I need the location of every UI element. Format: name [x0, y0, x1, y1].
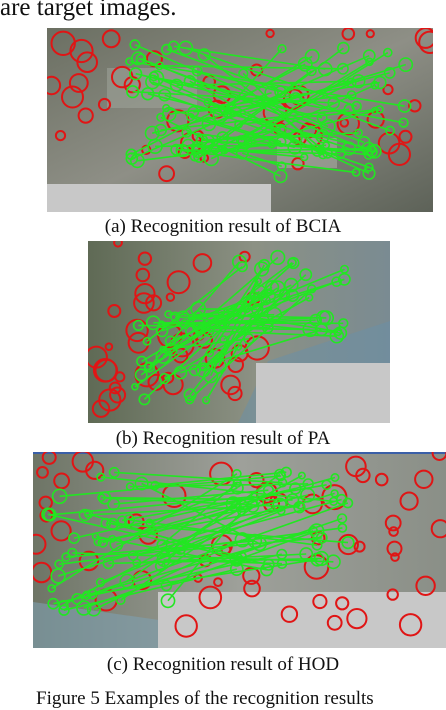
placeholder-area [158, 592, 446, 648]
placeholder-area [256, 363, 390, 423]
placeholder-area [47, 184, 271, 212]
result-image-bcia [47, 28, 433, 212]
hod-svg [33, 452, 446, 648]
result-image-pa [88, 241, 390, 423]
result-image-hod [33, 452, 446, 648]
caption-a: (a) Recognition result of BCIA [0, 216, 446, 238]
header-text: are target images. [0, 0, 177, 22]
bcia-svg [47, 28, 433, 212]
figure-caption: Figure 5 Examples of the recognition res… [36, 688, 374, 710]
caption-c: (c) Recognition result of HOD [0, 654, 446, 676]
caption-b: (b) Recognition result of PA [0, 428, 446, 450]
pa-svg [88, 241, 390, 423]
